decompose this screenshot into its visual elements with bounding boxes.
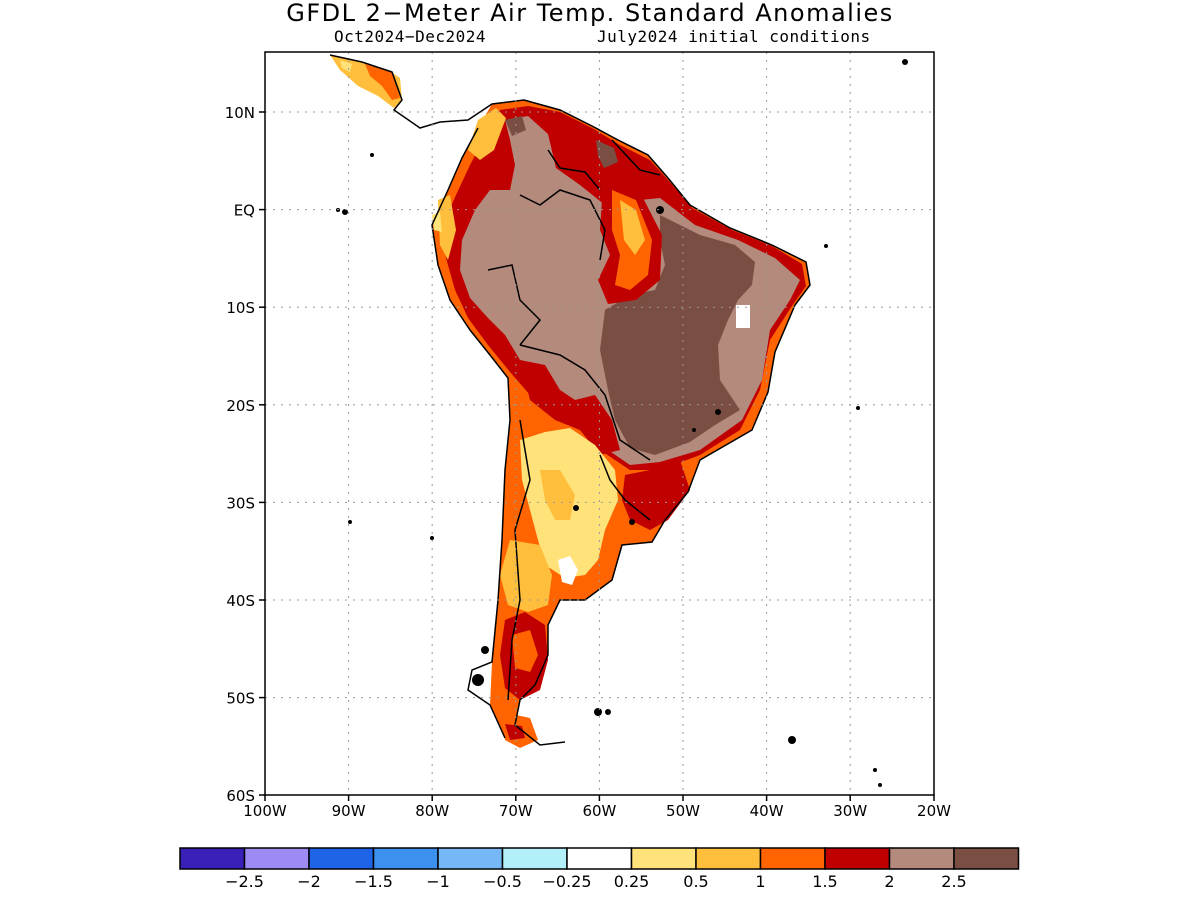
lon-tick-label: 50W <box>666 802 700 820</box>
colorbar-label: −0.5 <box>483 872 522 891</box>
lon-tick-label: 30W <box>833 802 867 820</box>
map-title: GFDL 2−Meter Air Temp. Standard Anomalie… <box>286 0 894 27</box>
lat-tick-label: EQ <box>234 202 255 220</box>
region-red-south-brazil <box>622 460 690 530</box>
colorbar-label: −2.5 <box>225 872 264 891</box>
region-brown-dark-north <box>596 140 618 168</box>
colorbar-label: −2 <box>297 872 321 891</box>
colorbar-swatch <box>888 847 955 870</box>
lon-tick-label: 40W <box>750 802 784 820</box>
region-red-andes-pocket <box>520 360 620 455</box>
longitude-axis: 100W 90W 80W 70W 60W 50W 40W 30W 20W <box>243 795 951 820</box>
region-white-se-brazil <box>736 305 750 328</box>
colorbar-swatch <box>759 847 826 870</box>
region-white-pampa <box>558 556 578 585</box>
colorbar-swatch <box>372 847 439 870</box>
lon-tick-label: 100W <box>243 802 287 820</box>
region-central-america-red <box>365 64 400 100</box>
colorbar-label: −1.5 <box>354 872 393 891</box>
lon-tick-label: 60W <box>582 802 616 820</box>
colorbar: −2.5 −2 −1.5 −1 −0.5 −0.25 0.25 0.5 1 1.5 2 2.5 <box>179 847 1020 891</box>
lon-tick-label: 90W <box>332 802 366 820</box>
colorbar-label: 2 <box>884 872 894 891</box>
subtitle-initial-conditions: July2024 initial conditions <box>597 27 871 46</box>
region-orange-patagonia-core <box>512 630 538 672</box>
coastlines <box>329 54 811 746</box>
lon-tick-label: 70W <box>499 802 533 820</box>
lat-tick-label: 10N <box>225 104 255 122</box>
colorbar-label: 1.5 <box>812 872 837 891</box>
map-content <box>329 54 908 787</box>
region-orange-caribbean-north <box>468 108 506 160</box>
region-red-tierra-del-fuego <box>505 724 525 740</box>
colorbar-label: −0.25 <box>542 872 591 891</box>
colorbar-label: 0.5 <box>683 872 708 891</box>
latitude-axis: 10N EQ 10S 20S 30S 40S 50S 60S <box>225 104 265 805</box>
lat-tick-label: 40S <box>226 592 255 610</box>
lat-tick-label: 10S <box>226 299 255 317</box>
subtitle-period: Oct2024−Dec2024 <box>334 27 486 46</box>
colorbar-swatch <box>437 847 504 870</box>
colorbar-swatch <box>501 847 568 870</box>
region-orange-patagonia <box>500 540 552 612</box>
colorbar-label: 1 <box>755 872 765 891</box>
colorbar-swatch <box>243 847 310 870</box>
lat-tick-label: 50S <box>226 690 255 708</box>
colorbar-swatch <box>630 847 697 870</box>
colorbar-swatch <box>695 847 762 870</box>
region-brown-dark <box>600 215 755 455</box>
region-orange-southern-cone-patch <box>540 470 575 520</box>
islands <box>336 59 908 787</box>
region-orange-andes-west <box>438 195 456 260</box>
lat-tick-label: 20S <box>226 397 255 415</box>
region-yellow-andes-west <box>432 212 442 232</box>
lat-tick-label: 60S <box>226 787 255 805</box>
colorbar-swatch <box>824 847 891 870</box>
colorbar-label: −1 <box>426 872 450 891</box>
lon-tick-label: 80W <box>415 802 449 820</box>
colorbar-label: 2.5 <box>941 872 966 891</box>
colorbar-swatch <box>179 847 246 870</box>
colorbar-swatch <box>308 847 375 870</box>
colorbar-swatch <box>566 847 633 870</box>
colorbar-label: 0.25 <box>614 872 650 891</box>
colorbar-swatch <box>953 847 1020 870</box>
lon-tick-label: 20W <box>917 802 951 820</box>
region-yellow-amazon-streak <box>620 200 645 255</box>
lat-tick-label: 30S <box>226 494 255 512</box>
